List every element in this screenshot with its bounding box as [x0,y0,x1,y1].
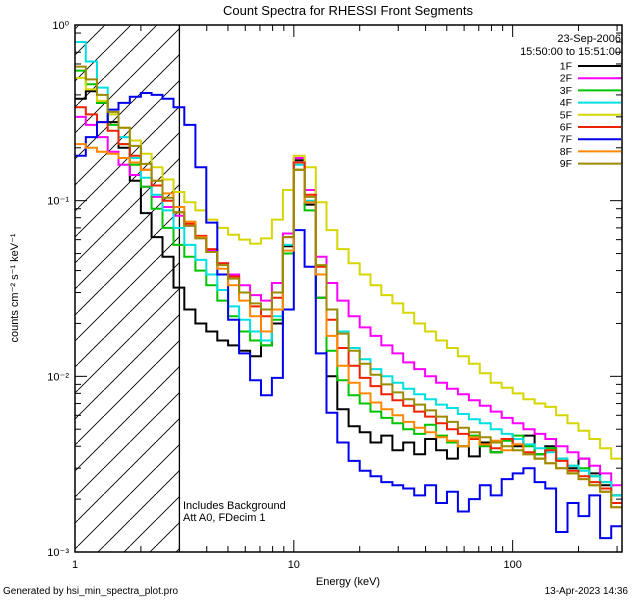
series-9F [75,65,622,509]
y-tick-label: 10⁻² [47,371,69,383]
series-2F [75,115,622,487]
footer-render-timestamp: 13-Apr-2023 14:36 [545,586,629,597]
annotation-includes-background: Includes Background [183,500,286,512]
legend-label-9F: 9F [560,158,572,170]
chart-title: Count Spectra for RHESSI Front Segments [223,3,473,18]
plot-frame [74,24,623,553]
y-axis-title: counts cm⁻² s⁻¹ keV⁻¹ [9,233,21,342]
low-energy-hatch-region [75,25,180,552]
y-tick-label: 10⁻¹ [47,196,69,208]
series-1F [75,90,622,497]
x-tick-label: 100 [503,559,521,571]
x-axis-title: Energy (keV) [316,576,380,588]
legend-label-8F: 8F [560,146,572,158]
axis-ticks [74,24,622,553]
legend-label-7F: 7F [560,134,572,146]
legend-label-1F: 1F [560,61,572,73]
y-tick-label: 10⁰ [52,20,69,32]
annotation-attenuator-state: Att A0, FDecim 1 [183,512,266,524]
footer-generator-label: Generated by hsi_min_spectra_plot.pro [3,586,179,597]
x-tick-label: 1 [72,559,78,571]
legend-label-4F: 4F [560,97,572,109]
tick-labels: 1 10 100 10⁻³ 10⁻² 10⁻¹ 10⁰ [47,20,522,571]
time-range-label: 15:50:00 to 15:51:00 [520,46,621,58]
series-5F [75,76,622,460]
legend-label-6F: 6F [560,122,572,134]
date-label: 23-Sep-2006 [557,33,621,45]
series-6F [75,106,622,504]
spectra-series [75,41,622,540]
series-3F [75,69,622,497]
legend-label-5F: 5F [560,109,572,121]
series-7F [75,92,622,540]
legend-label-2F: 2F [560,73,572,85]
y-tick-label: 10⁻³ [47,547,69,559]
legend-label-3F: 3F [560,85,572,97]
x-tick-label: 10 [288,559,300,571]
